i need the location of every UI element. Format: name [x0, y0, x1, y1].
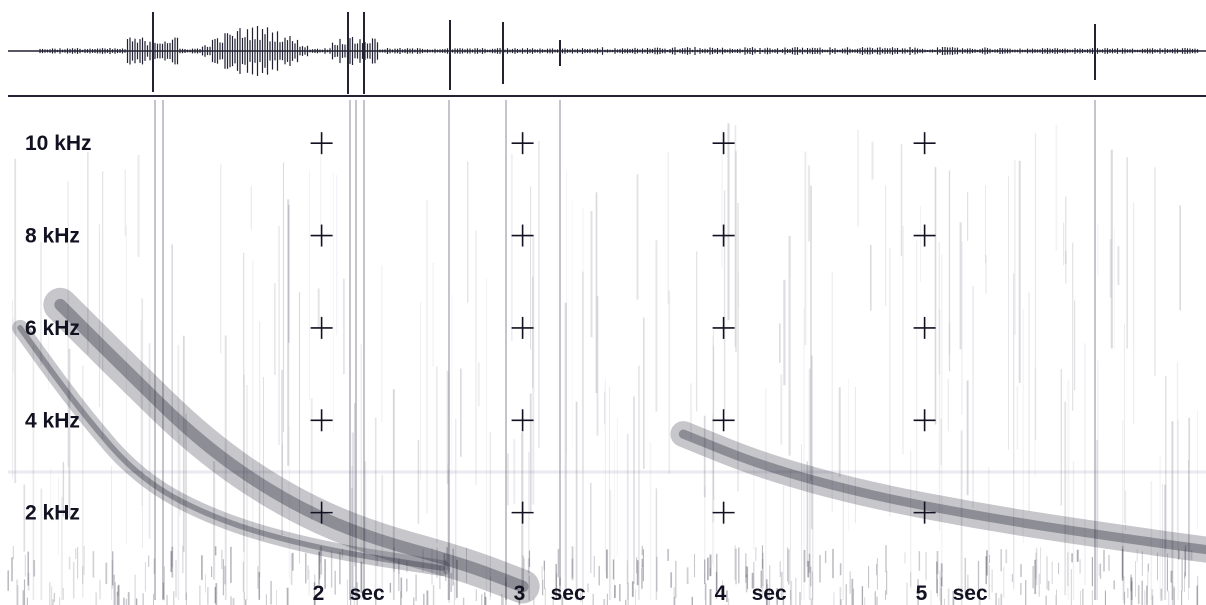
x-tick-unit: sec — [953, 582, 988, 605]
sound-track-core-2 — [17, 325, 445, 571]
x-tick-unit: sec — [752, 582, 787, 605]
sound-track-core-1 — [54, 298, 529, 593]
sound-track-1 — [43, 287, 540, 604]
axis-marks-layer: 10 kHz 8 kHz 6 kHz 4 kHz 2 kHz 2 sec 3 sec 4 sec 5 s… — [25, 132, 988, 605]
y-tick-label: 2 kHz — [25, 502, 80, 525]
y-tick-label: 4 kHz — [25, 409, 80, 432]
sound-track-2 — [12, 319, 451, 577]
y-tick-label: 6 kHz — [25, 317, 80, 340]
x-tick-label: 4 — [715, 582, 727, 605]
y-tick-label: 8 kHz — [25, 225, 80, 248]
x-tick-unit: sec — [551, 582, 586, 605]
x-tick-unit: sec — [350, 582, 385, 605]
x-tick-label: 2 — [313, 582, 325, 605]
spectrogram-noise-layer — [7, 100, 1206, 605]
x-tick-label: 5 — [916, 582, 928, 605]
x-tick-label: 3 — [514, 582, 526, 605]
waveform-track — [8, 12, 1206, 97]
y-tick-label: 10 kHz — [25, 132, 92, 155]
